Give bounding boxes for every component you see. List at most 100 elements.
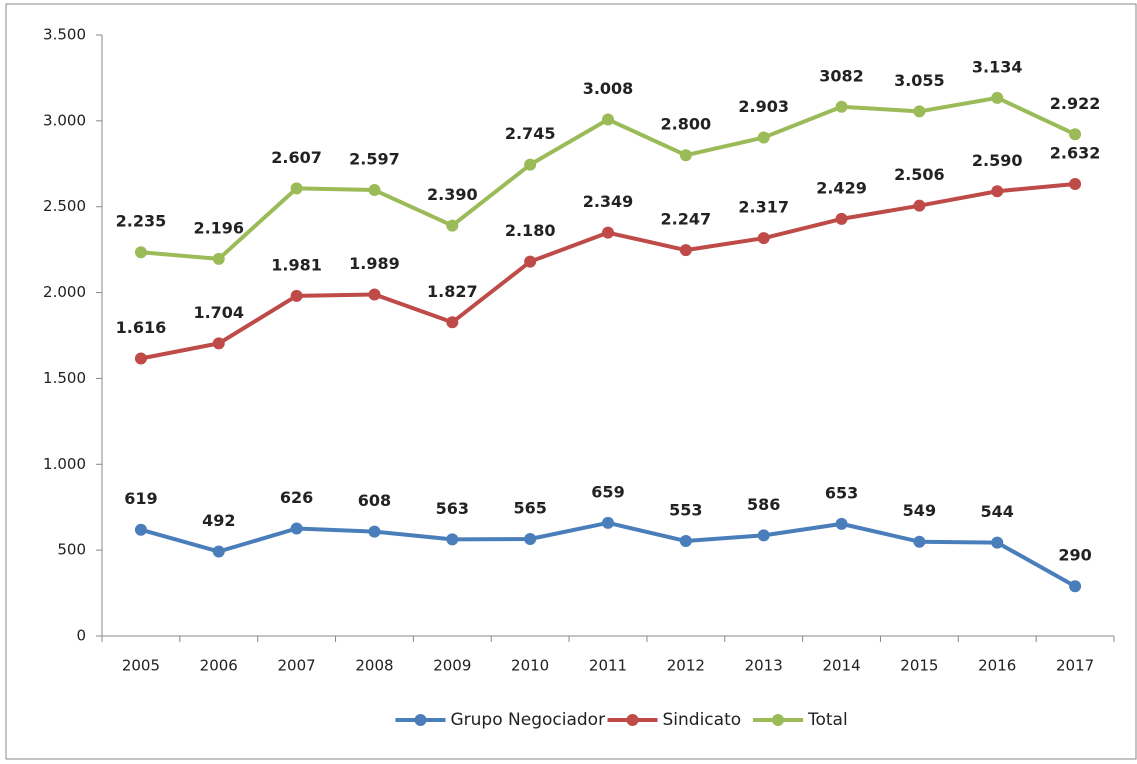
point [212, 545, 225, 558]
point [212, 252, 225, 265]
x-tick-label: 2008 [355, 657, 393, 675]
x-tick-label: 2006 [200, 657, 238, 675]
data-label: 2.590 [972, 151, 1023, 170]
point [602, 516, 614, 529]
point [757, 232, 770, 245]
y-tick-label: 1.000 [43, 455, 86, 473]
legend-label: Total [807, 710, 848, 730]
x-tick-label: 2015 [900, 657, 938, 675]
legend-marker [414, 714, 427, 726]
point [368, 288, 381, 301]
point [991, 536, 1004, 549]
chart-frame [5, 3, 1137, 760]
point [913, 199, 926, 212]
point [679, 244, 692, 257]
x-tick-label: 2009 [433, 657, 471, 675]
point [757, 529, 770, 542]
data-label: 1.989 [349, 254, 400, 273]
data-label: 2.607 [271, 148, 322, 167]
y-tick-label: 500 [57, 541, 86, 559]
point [991, 185, 1004, 198]
legend-label: Grupo Negociador [451, 710, 606, 730]
point [134, 352, 147, 365]
point [913, 535, 926, 548]
point [524, 532, 537, 545]
data-label: 2.506 [894, 165, 945, 184]
point [368, 184, 381, 197]
point [835, 100, 848, 113]
point [446, 533, 459, 546]
data-label: 2.247 [661, 210, 712, 229]
data-label: 608 [358, 491, 391, 510]
point [1069, 178, 1082, 191]
y-tick-label: 3.000 [43, 111, 86, 129]
point [524, 255, 537, 268]
y-tick-label: 2.500 [43, 197, 86, 215]
x-tick-label: 2016 [978, 657, 1016, 675]
y-tick-label: 2.000 [43, 283, 86, 301]
point [835, 517, 848, 530]
data-label: 2.922 [1050, 94, 1101, 113]
point [1069, 128, 1082, 141]
x-tick-label: 2014 [822, 657, 860, 675]
point [290, 289, 303, 302]
data-label: 2.180 [505, 221, 556, 240]
data-label: 492 [202, 511, 235, 530]
point [134, 523, 147, 536]
x-tick-label: 2010 [511, 657, 549, 675]
data-label: 653 [825, 483, 858, 502]
legend-label: Sindicato [663, 710, 742, 730]
data-label: 290 [1058, 546, 1091, 565]
data-label: 659 [591, 482, 624, 501]
x-tick-label: 2012 [667, 657, 705, 675]
point [913, 105, 926, 118]
point [835, 212, 848, 225]
x-tick-label: 2013 [745, 657, 783, 675]
data-label: 2.235 [116, 212, 167, 231]
point [602, 226, 614, 239]
point [991, 91, 1004, 104]
data-label: 2.903 [738, 97, 789, 116]
point [757, 131, 770, 144]
point [446, 219, 459, 232]
x-tick-label: 2011 [589, 657, 627, 675]
y-tick-label: 1.500 [43, 369, 86, 387]
data-label: 1.827 [427, 282, 478, 301]
point [1069, 580, 1082, 593]
point [134, 246, 147, 259]
point [679, 149, 692, 162]
legend-marker [772, 714, 784, 726]
data-label: 619 [124, 489, 157, 508]
point [602, 113, 614, 126]
data-label: 3.134 [972, 57, 1023, 76]
data-label: 549 [903, 501, 936, 520]
x-tick-label: 2007 [278, 657, 316, 675]
data-label: 626 [280, 488, 313, 507]
data-label: 1.616 [116, 318, 167, 337]
data-label: 3.055 [894, 71, 945, 90]
data-label: 2.597 [349, 150, 400, 169]
x-tick-label: 2005 [122, 657, 160, 675]
legend-marker [626, 714, 639, 726]
data-label: 553 [669, 501, 702, 520]
point [290, 522, 303, 535]
data-label: 2.349 [583, 192, 634, 211]
data-label: 3082 [819, 66, 864, 85]
y-tick-label: 0 [76, 627, 86, 645]
point [290, 182, 303, 195]
data-label: 586 [747, 495, 780, 514]
data-label: 2.196 [193, 218, 244, 237]
point [212, 337, 225, 350]
data-label: 2.800 [661, 115, 712, 134]
data-label: 1.704 [193, 303, 244, 322]
data-label: 2.317 [738, 198, 789, 217]
data-label: 544 [981, 502, 1014, 521]
point [524, 158, 537, 171]
data-label: 2.390 [427, 185, 478, 204]
data-label: 3.008 [583, 79, 634, 98]
x-tick-label: 2017 [1056, 657, 1094, 675]
data-label: 565 [513, 498, 546, 517]
point [368, 525, 381, 538]
data-label: 2.632 [1050, 144, 1101, 163]
